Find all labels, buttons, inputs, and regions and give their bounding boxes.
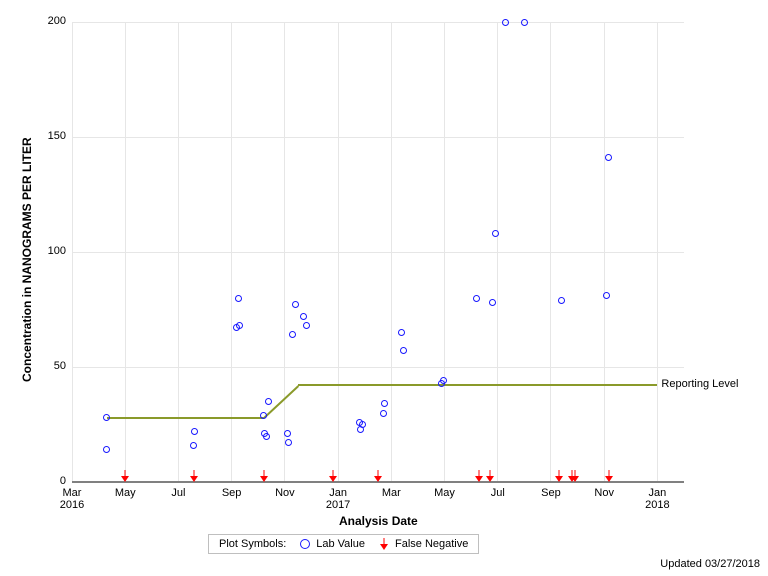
false-negative-marker (374, 470, 382, 482)
grid-line-h (72, 367, 684, 368)
false-negative-marker (605, 470, 613, 482)
y-tick-label: 50 (54, 360, 66, 372)
grid-line-v (444, 22, 445, 482)
grid-line-h (72, 252, 684, 253)
legend-label: Lab Value (316, 538, 365, 550)
lab-value-marker (380, 410, 387, 417)
x-tick-label: Nov (265, 487, 305, 499)
legend-item-lab-value: Lab Value (300, 538, 365, 550)
x-tick-label: May (105, 487, 145, 499)
x-tick-label: Jul (478, 487, 518, 499)
false-negative-marker (121, 470, 129, 482)
reporting-level-line (298, 384, 657, 386)
lab-value-marker (440, 377, 447, 384)
false-negative-marker (329, 470, 337, 482)
x-tick-label: Mar 2016 (52, 487, 92, 511)
lab-value-marker (489, 299, 496, 306)
y-axis-title: Concentration in NANOGRAMS PER LITER (20, 137, 34, 382)
lab-value-marker (492, 230, 499, 237)
lab-value-marker (190, 442, 197, 449)
false-negative-marker (555, 470, 563, 482)
legend-item-false-negative: False Negative (379, 538, 468, 550)
grid-line-v (284, 22, 285, 482)
lab-value-marker (303, 322, 310, 329)
grid-line-v (178, 22, 179, 482)
lab-value-icon (300, 539, 310, 549)
x-axis-title: Analysis Date (339, 514, 418, 528)
false-negative-marker (486, 470, 494, 482)
lab-value-marker (521, 19, 528, 26)
lab-value-marker (558, 297, 565, 304)
legend-title: Plot Symbols: (219, 538, 286, 550)
y-tick-label: 150 (48, 130, 66, 142)
x-tick-label: Sep (531, 487, 571, 499)
x-tick-label: May (425, 487, 465, 499)
lab-value-marker (502, 19, 509, 26)
x-tick-label: Jan 2018 (637, 487, 677, 511)
reporting-level-line (107, 417, 264, 419)
x-tick-label: Sep (212, 487, 252, 499)
y-tick-label: 100 (48, 245, 66, 257)
grid-line-v (72, 22, 73, 482)
lab-value-marker (473, 295, 480, 302)
grid-line-v (550, 22, 551, 482)
false-negative-marker (260, 470, 268, 482)
lab-value-marker (300, 313, 307, 320)
y-tick-label: 0 (60, 475, 66, 487)
reporting-level-label: Reporting Level (661, 378, 738, 390)
grid-line-v (231, 22, 232, 482)
grid-line-v (604, 22, 605, 482)
lab-value-marker (605, 154, 612, 161)
lab-value-marker (235, 295, 242, 302)
grid-line-v (497, 22, 498, 482)
false-negative-marker (190, 470, 198, 482)
lab-value-marker (260, 412, 267, 419)
legend-label: False Negative (395, 538, 468, 550)
legend: Plot Symbols: Lab Value False Negative (208, 534, 479, 554)
grid-line-v (125, 22, 126, 482)
x-tick-label: Jul (158, 487, 198, 499)
lab-value-marker (263, 433, 270, 440)
false-negative-icon (379, 538, 389, 550)
y-tick-label: 200 (48, 15, 66, 27)
grid-line-v (657, 22, 658, 482)
lab-value-marker (191, 428, 198, 435)
x-tick-label: Jan 2017 (318, 487, 358, 511)
grid-line-v (338, 22, 339, 482)
false-negative-marker (475, 470, 483, 482)
grid-line-h (72, 137, 684, 138)
false-negative-marker (571, 470, 579, 482)
lab-value-marker (359, 421, 366, 428)
x-tick-label: Mar (371, 487, 411, 499)
grid-line-v (391, 22, 392, 482)
x-tick-label: Nov (584, 487, 624, 499)
chart-frame: { "chart": { "type": "scatter", "width_p… (0, 0, 768, 576)
grid-line-h (72, 22, 684, 23)
footer-updated: Updated 03/27/2018 (660, 558, 760, 570)
